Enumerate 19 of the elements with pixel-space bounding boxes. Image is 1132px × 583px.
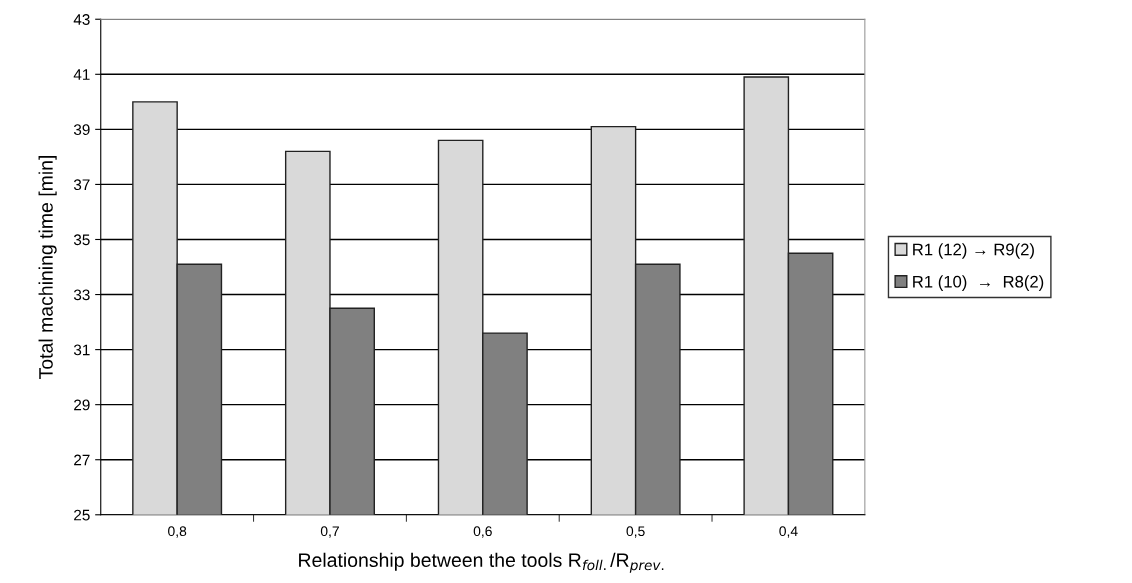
x-tick-label: 0,4 [779,526,798,538]
y-tick-label: 31 [73,344,90,356]
x-tick-label: 0,8 [168,526,187,538]
legend-label: R1 (12) → R9(2) [913,243,1034,259]
x-tick-label: 0,7 [320,526,339,538]
y-axis-title: Total machining time [min] [38,156,57,379]
x-axis-title: Relationship between the tools R$_{foll.}$/R$_{prev.}$ [299,552,664,573]
y-tick-label: 43 [73,14,90,25]
y-tick-label: 33 [73,289,90,301]
y-tick-label: 25 [74,509,90,521]
x-tick-label: 0,5 [626,526,645,538]
y-tick-label: 35 [73,234,90,246]
y-tick-label: 41 [73,69,90,80]
y-tick-label: 39 [73,124,90,136]
x-tick-label: 0,6 [473,526,492,538]
y-tick-label: 37 [73,179,90,191]
y-tick-label: 29 [74,399,90,411]
y-tick-label: 27 [74,454,90,466]
legend-label: R1 (10) → R8(2) [913,275,1044,291]
